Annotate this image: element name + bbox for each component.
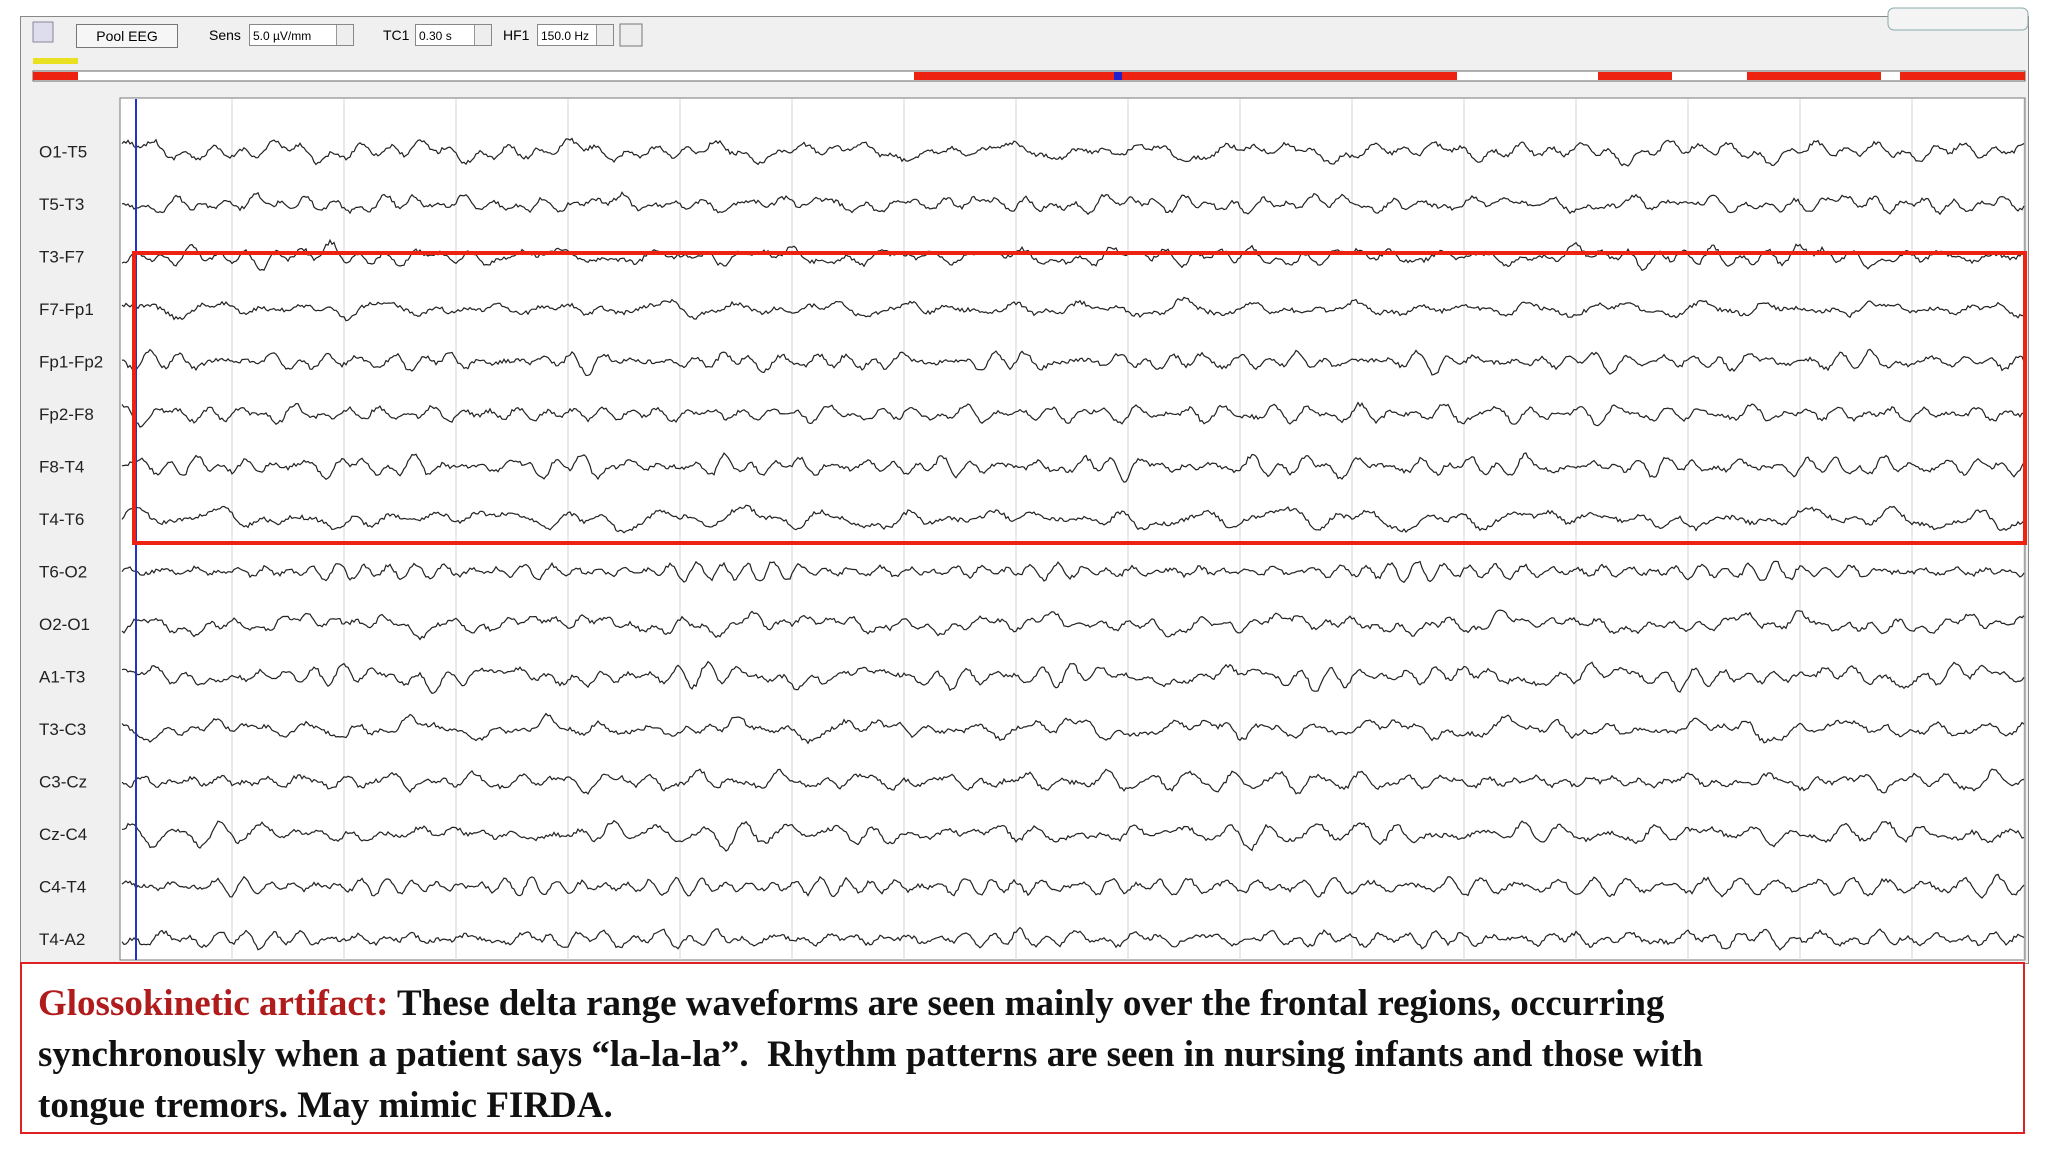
montage-button[interactable]: Pool EEG [76,24,178,48]
eeg-trace [121,926,2025,951]
eeg-trace [121,560,2025,584]
sens-label: Sens [209,27,241,43]
eeg-view: O1-T5 T5-T3 T3-F7 F7-Fp1 Fp1-Fp2 Fp2-F8 F8-T4 T… [32,7,2029,961]
channel-label: A1-T3 [39,668,85,687]
channel-label: T4-T6 [39,510,84,529]
channel-label: Fp1-Fp2 [39,353,103,372]
caption-title: Glossokinetic artifact: [38,983,389,1024]
marker [33,58,78,64]
caption-line: These delta range waveforms are seen mai… [397,983,1665,1024]
caption-line: tongue tremors. May mimic FIRDA. [38,1085,613,1126]
eeg-trace [121,768,2025,795]
tc-label: TC1 [383,27,410,43]
highlight-box [132,251,2027,545]
eeg-trace [121,609,2025,641]
channel-label: F8-T4 [39,458,84,477]
eeg-trace [121,504,2025,534]
eeg-trace [121,660,2025,694]
window-tab[interactable] [1887,7,2029,31]
tc-select[interactable]: 0.30 s [415,24,492,46]
channel-label: C4-T4 [39,878,86,897]
eeg-trace [121,191,2025,216]
channel-label: C3-Cz [39,773,87,792]
eeg-trace [121,137,2025,167]
sens-select[interactable]: 5.0 µV/mm [249,24,354,46]
caption: Glossokinetic artifact: These delta rang… [20,962,2025,1134]
filter-button[interactable] [619,23,643,47]
app-icon [32,21,54,43]
channel-label: O2-O1 [39,615,90,634]
channel-label: T3-F7 [39,248,84,267]
hf-label: HF1 [503,27,530,43]
hf-select[interactable]: 150.0 Hz [537,24,614,46]
eeg-trace [121,712,2025,745]
channel-label: T5-T3 [39,195,84,214]
eeg-trace [121,296,2025,322]
channel-label: T6-O2 [39,563,87,582]
eeg-trace [121,348,2025,377]
eeg-trace [121,819,2025,852]
eeg-trace [121,401,2025,428]
channel-label: O1-T5 [39,143,87,162]
caption-line: synchronously when a patient says “la-la… [38,1034,1703,1075]
trace-area [119,97,2026,961]
channel-label: T4-A2 [39,930,85,949]
channel-label: Cz-C4 [39,825,87,844]
timeline-events [33,72,2025,80]
channel-label: T3-C3 [39,720,86,739]
channel-label: F7-Fp1 [39,300,94,319]
timeline-position [1114,72,1122,80]
eeg-trace [121,452,2025,483]
channel-label: Fp2-F8 [39,405,94,424]
eeg-trace [121,873,2025,899]
